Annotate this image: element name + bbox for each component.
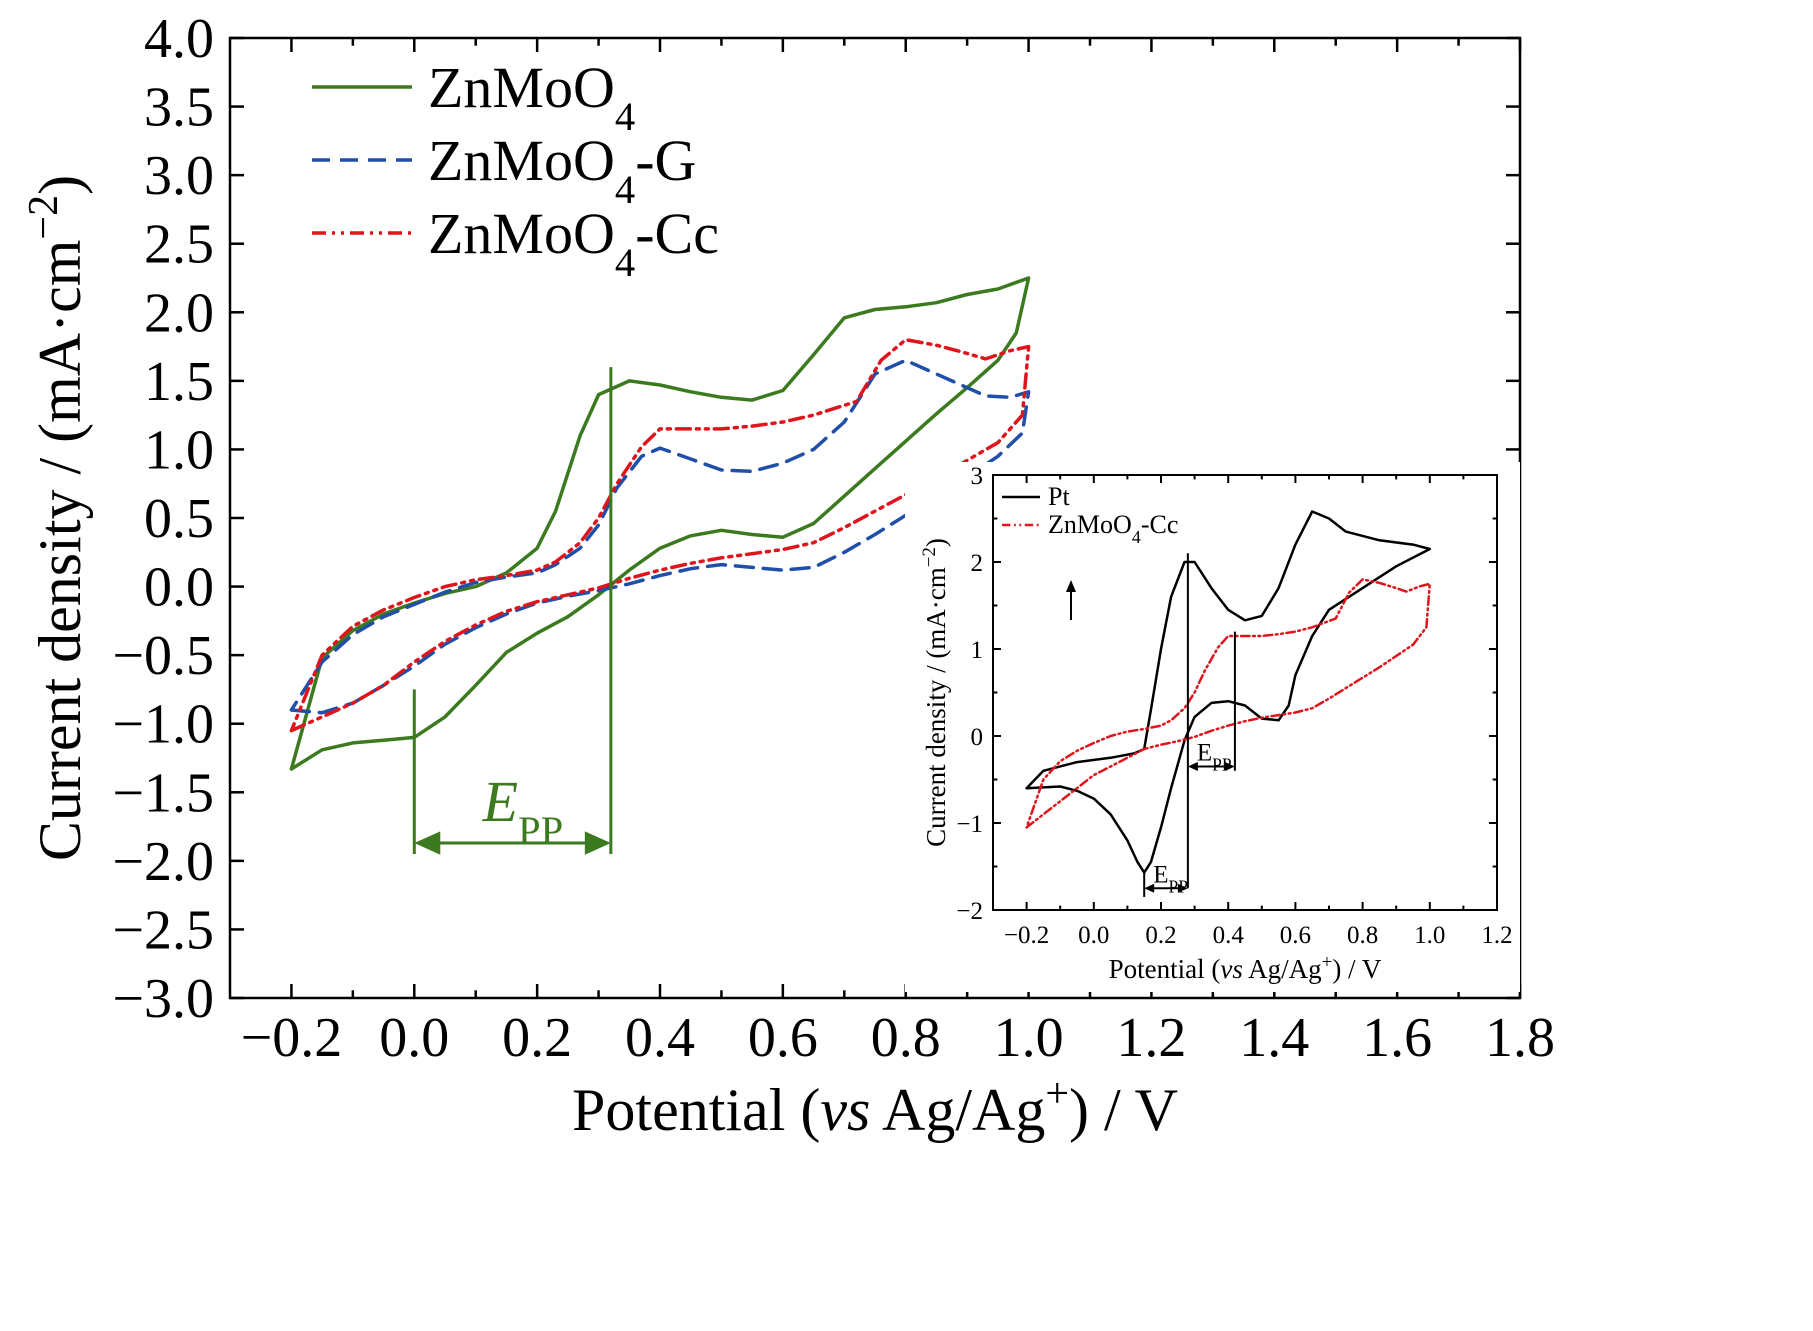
x-tick-label: 0.4: [625, 1007, 695, 1069]
x-tick-label: 0.8: [871, 1007, 941, 1069]
y-tick-label: −3.0: [112, 968, 214, 1030]
series-line-znmoo4-cc: [1025, 578, 1432, 829]
legend-label: Pt: [1048, 482, 1070, 511]
inset-ylabel-arrowhead: [1066, 580, 1076, 592]
series-line-znmoo4: [289, 276, 1031, 771]
inset-background: [905, 462, 1520, 992]
x-tick-label: 1.2: [1116, 1007, 1186, 1069]
y-tick-label: −0.5: [112, 625, 214, 687]
y-tick-label: −2: [956, 898, 983, 925]
series-line-znmoo4-g: [289, 358, 1031, 715]
y-tick-label: 2.0: [144, 282, 214, 344]
legend-label: ZnMoO4-G: [428, 128, 696, 212]
x-tick-label: 1.0: [994, 1007, 1064, 1069]
main-plot: −0.2 0.0 0.2 0.4 0.6 0.8 1.0 1.2 1.4 1.6 1.8 4.0 3.5…: [21, 8, 1555, 1143]
legend-label: ZnMoO4: [428, 55, 635, 139]
epp-label: EPP: [482, 769, 564, 853]
y-tick-label: 1: [971, 637, 984, 664]
x-tick-label: 0.4: [1213, 922, 1245, 949]
x-axis-label: Potential (vs Ag/Ag+) / V: [572, 1071, 1178, 1143]
inset-epp-label: EPP: [1153, 861, 1188, 896]
x-tick-label: 0.0: [1078, 922, 1109, 949]
inset-epp-arrowhead-right: [1224, 761, 1235, 771]
y-tick-label: −1: [956, 811, 983, 838]
epp-arrowhead-left: [414, 831, 441, 855]
inset-epp-arrowhead-left: [1187, 761, 1198, 771]
x-tick-label: 1.8: [1485, 1007, 1555, 1069]
y-tick-label: 1.0: [144, 419, 214, 481]
inset-epp-arrowhead-right: [1177, 883, 1188, 893]
y-tick-label: 1.5: [144, 351, 214, 413]
x-tick-label: 1.6: [1362, 1007, 1432, 1069]
x-tick-label: 1.2: [1481, 922, 1512, 949]
legend-label: ZnMoO4-Cc: [428, 201, 719, 285]
x-tick-label: 1.4: [1239, 1007, 1309, 1069]
x-axis-label: Potential (vs Ag/Ag+) / V: [1109, 952, 1382, 985]
y-tick-label: −1.5: [112, 762, 214, 824]
y-tick-label: 2: [971, 550, 984, 577]
y-axis-label: Current density / (mA·cm−2): [21, 175, 93, 861]
inset-epp-label: EPP: [1197, 739, 1232, 774]
y-tick-label: 2.5: [144, 214, 214, 276]
x-tick-label: 0.8: [1347, 922, 1378, 949]
y-tick-label: 0.0: [144, 557, 214, 619]
series-line-pt: [1025, 510, 1432, 874]
y-tick-label: 3.0: [144, 145, 214, 207]
y-tick-label: 4.0: [144, 8, 214, 70]
y-tick-label: 3: [971, 463, 984, 490]
x-tick-label: −0.2: [1004, 922, 1049, 949]
x-tick-label: 0.2: [502, 1007, 572, 1069]
series-line-znmoo4-cc: [289, 337, 1031, 733]
y-tick-label: 0: [971, 724, 984, 751]
y-tick-label: 3.5: [144, 77, 214, 139]
y-tick-label: −1.0: [112, 694, 214, 756]
x-tick-label: 0.2: [1145, 922, 1176, 949]
inset-epp-arrowhead-left: [1144, 883, 1155, 893]
y-tick-label: −2.5: [112, 899, 214, 961]
y-tick-label: −2.0: [112, 831, 214, 893]
epp-arrowhead-right: [584, 831, 611, 855]
y-tick-label: 0.5: [144, 488, 214, 550]
x-tick-label: 0.6: [1280, 922, 1311, 949]
x-tick-label: −0.2: [241, 1007, 343, 1069]
x-tick-label: 0.6: [748, 1007, 818, 1069]
legend-label: ZnMoO4-Cc: [1048, 510, 1178, 547]
x-tick-label: 0.0: [379, 1007, 449, 1069]
inset-plot: −0.2 0.0 0.2 0.4 0.6 0.8 1.0 1.2 3 2 1 0 −1 −2 Potenti…: [905, 462, 1520, 992]
y-axis-label: Current density / (mA·cm−2): [919, 538, 952, 847]
x-tick-label: 1.0: [1414, 922, 1445, 949]
